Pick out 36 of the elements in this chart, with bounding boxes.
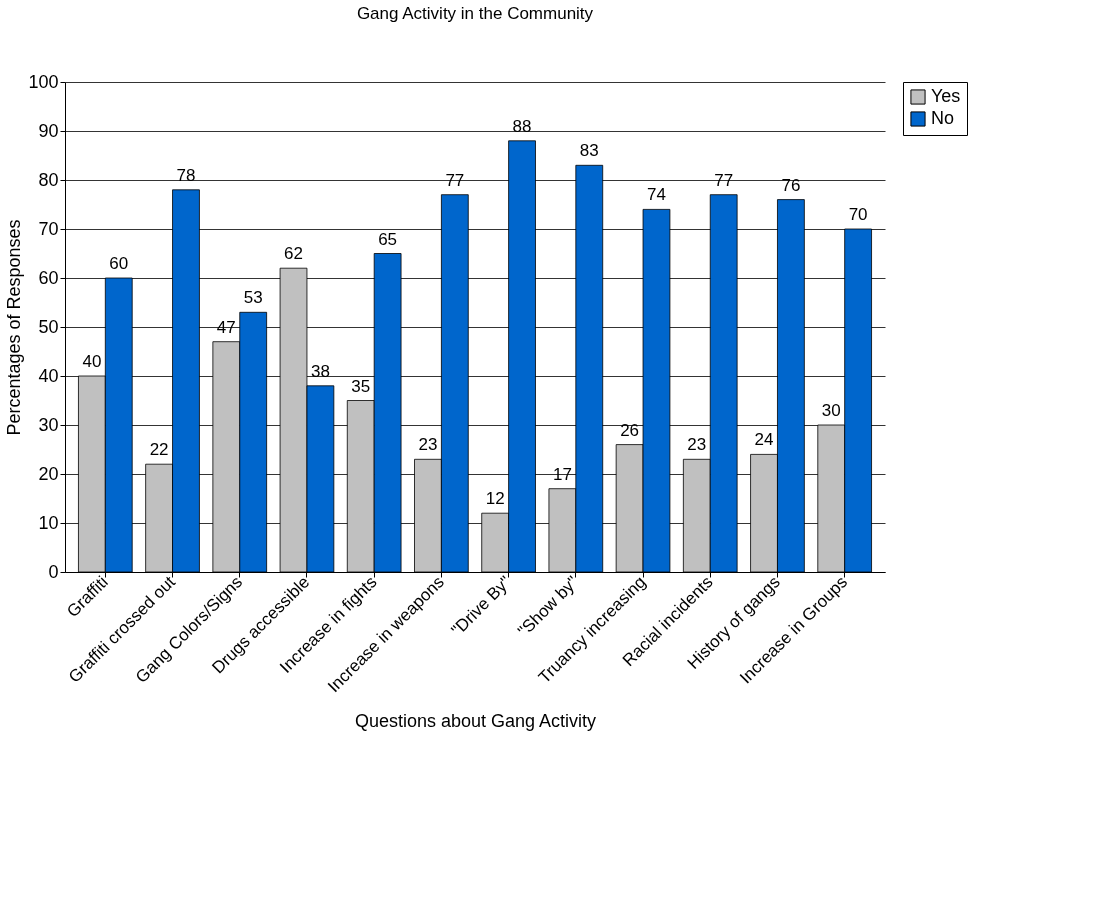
data-label: 35 (351, 376, 371, 396)
data-label: 74 (647, 185, 666, 205)
y-tick-label: 100 (28, 71, 59, 92)
y-tick-label: 40 (38, 365, 59, 386)
y-tick-label: 70 (38, 218, 59, 239)
data-label: 26 (620, 420, 640, 440)
data-label: 38 (310, 361, 330, 381)
y-tick-label: 20 (38, 463, 59, 484)
data-label: 12 (485, 489, 505, 509)
y-tick-label: 60 (38, 267, 59, 288)
data-label: 88 (512, 116, 532, 136)
data-label: 83 (579, 141, 599, 161)
data-label: 40 (82, 352, 102, 371)
y-tick-label: 30 (38, 414, 59, 435)
data-label: 30 (821, 401, 841, 420)
y-axis-title: Percentages of Responses (4, 219, 25, 436)
y-tick-label: 0 (48, 561, 59, 582)
legend-label: No (931, 108, 955, 128)
chart-title: Gang Activity in the Community (356, 4, 594, 23)
y-tick-label: 90 (38, 120, 59, 141)
data-label: 70 (848, 205, 868, 224)
legend-label: Yes (931, 86, 961, 106)
data-label: 24 (754, 430, 774, 450)
data-label: 60 (109, 254, 129, 273)
data-label: 65 (378, 229, 398, 249)
data-label: 53 (243, 288, 263, 308)
data-label: 78 (176, 165, 196, 185)
data-label: 62 (284, 244, 303, 264)
data-label: 23 (418, 435, 438, 455)
y-tick-label: 80 (38, 169, 59, 190)
data-label: 76 (781, 175, 801, 195)
data-label: 22 (149, 440, 169, 460)
data-label: 23 (687, 435, 707, 455)
y-tick-label: 50 (38, 316, 59, 337)
y-tick-label: 10 (38, 512, 59, 533)
x-axis-title: Questions about Gang Activity (354, 711, 597, 732)
